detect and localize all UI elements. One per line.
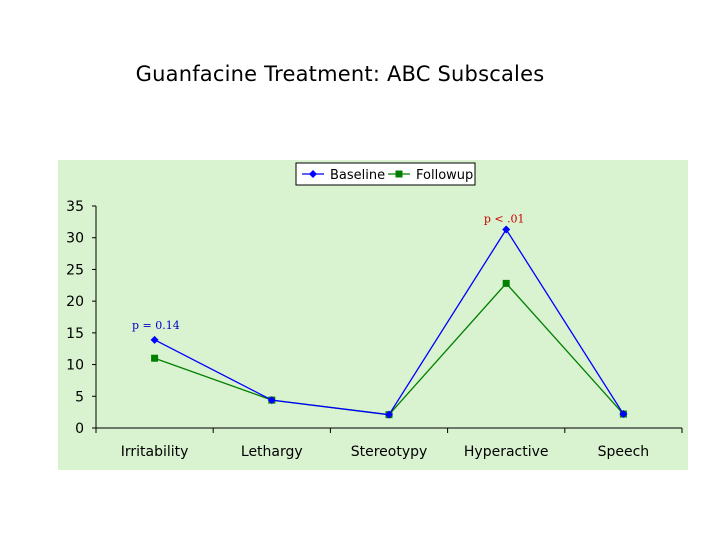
x-tick-label: Irritability: [121, 444, 189, 460]
data-point-baseline: [619, 410, 628, 419]
line-chart: 0 5 10 15 20 25 30 35 Irritability Lethargy Stereo…: [66, 162, 683, 460]
x-tick-label: Stereotypy: [351, 444, 428, 460]
legend-label: Followup: [416, 168, 473, 183]
y-tick-label: 20: [66, 294, 84, 310]
data-point-baseline: [150, 335, 159, 344]
y-tick-label: 35: [66, 199, 84, 215]
y-tick-label: 25: [66, 262, 84, 278]
annotation-label: p < .01: [484, 212, 525, 225]
x-tick-label: Hyperactive: [464, 444, 549, 460]
x-tick-label: Lethargy: [241, 444, 303, 460]
y-tick-label: 5: [75, 389, 84, 405]
x-tick-label: Speech: [598, 444, 650, 460]
y-tick-label: 15: [66, 326, 84, 342]
chart-area: 0 5 10 15 20 25 30 35 Irritability Lethargy Stereo…: [58, 160, 688, 470]
y-tick-label: 0: [75, 421, 84, 437]
annotation-label: p = 0.14: [132, 319, 180, 332]
page-title: Guanfacine Treatment: ABC Subscales: [135, 62, 545, 86]
series-line-baseline: [154, 228, 624, 416]
data-point-baseline: [502, 225, 511, 234]
legend-box: [295, 162, 476, 186]
legend-label: Baseline: [330, 168, 385, 183]
data-point-followup: [151, 354, 159, 362]
data-point-baseline: [385, 410, 393, 419]
y-tick-label: 10: [66, 358, 84, 374]
legend-marker-baseline: [309, 170, 317, 178]
data-point-baseline: [267, 396, 276, 405]
data-point-followup: [502, 279, 510, 287]
y-tick-label: 30: [66, 231, 84, 247]
legend-marker-followup: [395, 170, 403, 178]
